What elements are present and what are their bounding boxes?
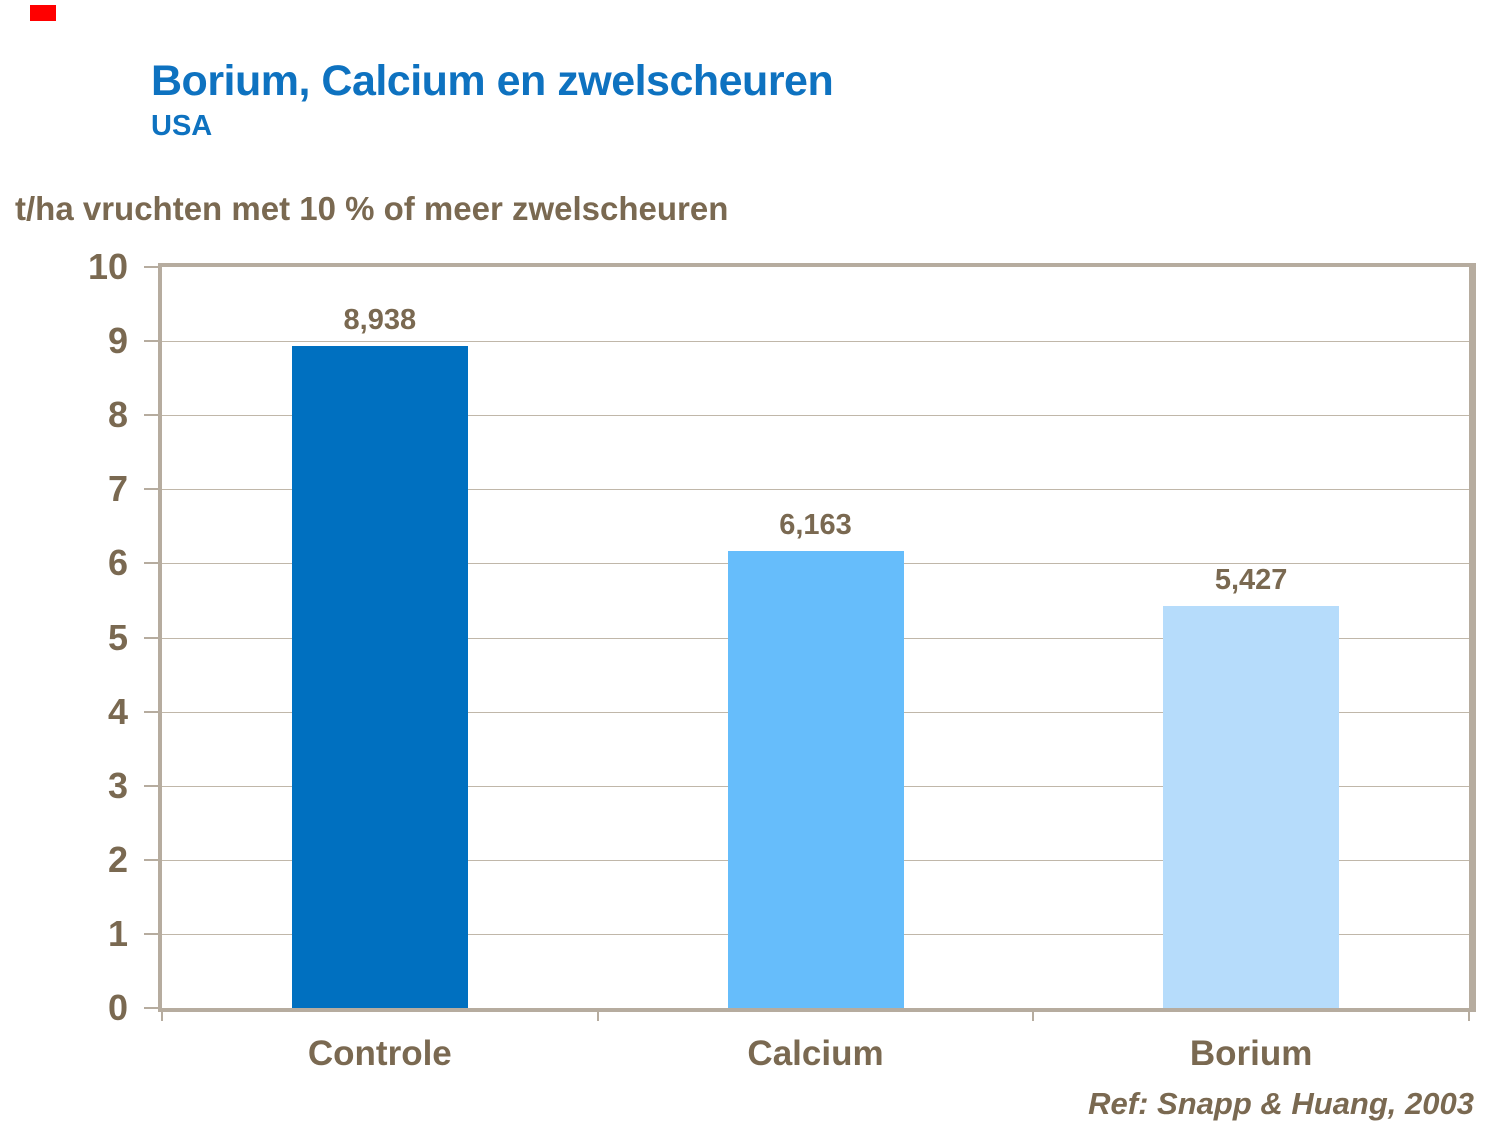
y-axis-tick-label: 6 xyxy=(107,542,128,584)
category-label: Calcium xyxy=(747,1034,884,1073)
x-axis-tick xyxy=(1468,1012,1470,1021)
y-axis-tick-label: 5 xyxy=(107,616,128,658)
bar-value-label: 5,427 xyxy=(1214,563,1288,596)
slide-corner-marker xyxy=(30,5,56,21)
x-axis-tick xyxy=(1032,1012,1035,1021)
y-axis-tick xyxy=(144,636,158,639)
y-axis-tick xyxy=(144,1007,158,1009)
bar-borium xyxy=(1163,605,1340,1008)
y-axis-tick-label: 8 xyxy=(107,394,128,436)
bar-value-label: 8,938 xyxy=(343,303,417,336)
gridline xyxy=(162,489,1469,491)
bar-calcium xyxy=(727,551,904,1008)
x-axis-tick xyxy=(596,1012,599,1021)
y-axis-tick-label: 7 xyxy=(107,468,128,510)
y-axis-tick xyxy=(144,340,158,343)
y-axis-title: t/ha vruchten met 10 % of meer zwelscheu… xyxy=(15,190,729,227)
bar-value-label: 6,163 xyxy=(779,509,852,542)
y-axis-tick-label: 0 xyxy=(107,987,128,1028)
y-axis-tick xyxy=(144,414,158,417)
x-axis-tick xyxy=(161,1012,163,1021)
y-axis-tick xyxy=(144,488,158,491)
y-axis-tick-label: 1 xyxy=(107,912,128,954)
category-label: Controle xyxy=(307,1034,452,1073)
chart-plot-area: 8,938 6,163 5,427 xyxy=(158,263,1476,1012)
y-axis-tick xyxy=(144,784,158,787)
gridline xyxy=(162,415,1469,417)
y-axis-tick xyxy=(144,266,158,268)
y-axis-tick xyxy=(144,562,158,565)
category-label: Borium xyxy=(1189,1034,1313,1073)
gridline xyxy=(162,341,1469,343)
y-axis-tick xyxy=(144,710,158,713)
y-axis-tick xyxy=(144,932,158,935)
y-axis-tick-label: 10 xyxy=(87,246,128,287)
y-axis-tick-label: 4 xyxy=(107,690,128,732)
y-axis-tick-label: 3 xyxy=(107,764,128,806)
page-title: Borium, Calcium en zwelscheuren xyxy=(151,57,834,105)
y-axis-tick-label: 9 xyxy=(107,320,128,362)
reference-text: Ref: Snapp & Huang, 2003 xyxy=(1088,1086,1474,1121)
bar-controle xyxy=(291,345,468,1008)
y-axis-tick-label: 2 xyxy=(107,838,128,880)
y-axis-tick xyxy=(144,858,158,861)
page-subtitle: USA xyxy=(151,110,213,142)
